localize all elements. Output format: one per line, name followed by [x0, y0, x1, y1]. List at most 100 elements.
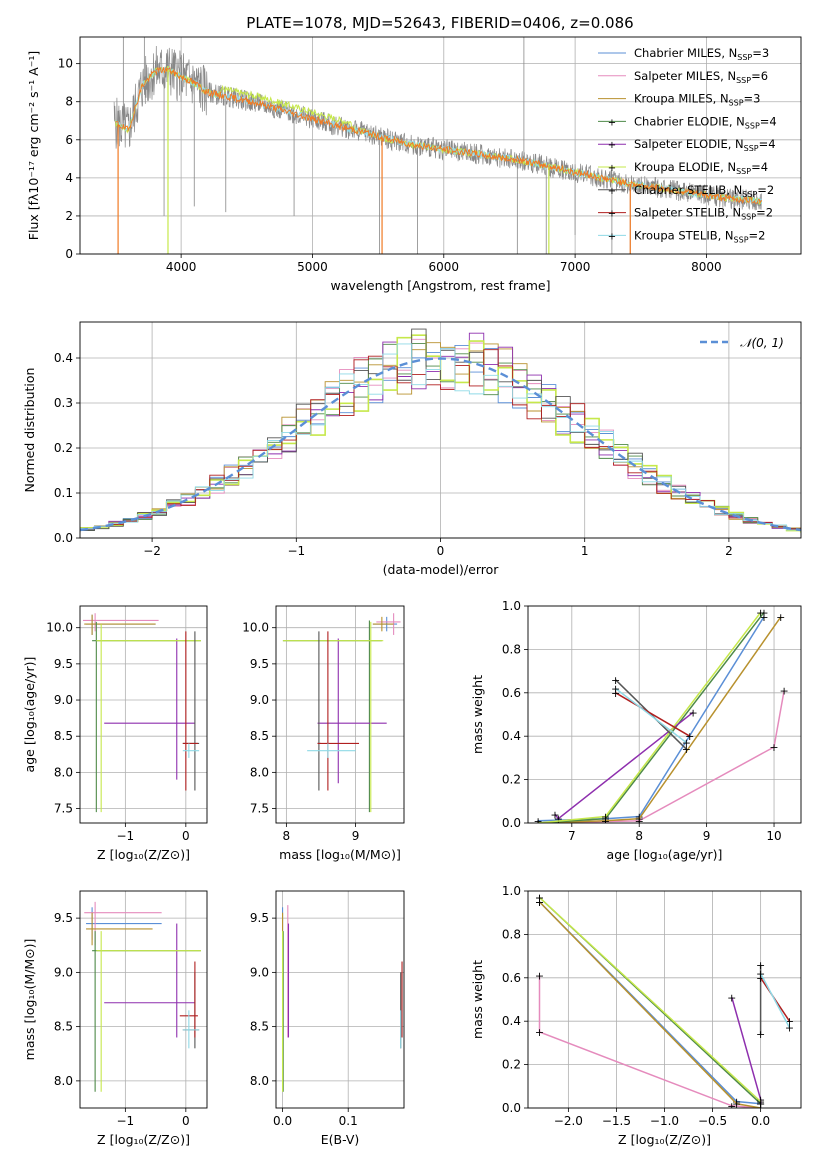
x-axis-label: Z [log₁₀(Z/Z⊙)]	[618, 1132, 711, 1147]
y-tick-label: 9.5	[54, 657, 73, 671]
histogram-series	[80, 349, 801, 533]
y-tick-label: 6	[65, 133, 73, 147]
y-tick-label: 0.4	[502, 729, 521, 743]
weight-marker: +	[534, 817, 543, 830]
plot-area	[84, 901, 201, 1092]
legend-marker: +	[608, 163, 616, 174]
x-tick-label: 5000	[297, 260, 328, 274]
y-axis-label: mass [log₁₀(M/M⊙)]	[22, 939, 37, 1061]
x-tick-label: −1.0	[650, 1114, 679, 1128]
chart-mass-weight-vs-age: + + +++ ++++ + +++ ++++++++++++++7 8 9 10 0.0 0.2 0.…	[470, 599, 802, 862]
x-tick-label: 7000	[560, 260, 591, 274]
weight-marker: +	[759, 611, 768, 624]
y-tick-label: 9.0	[54, 693, 73, 707]
y-axis-label: mass weight	[470, 960, 485, 1039]
weight-marker: +	[534, 815, 543, 828]
weight-line	[731, 997, 762, 1104]
y-tick-label: 10.0	[46, 621, 73, 635]
weight-marker: +	[785, 1015, 794, 1028]
x-tick-label: 9	[352, 829, 360, 843]
legend-label: Kroupa STELIB, NSSP=2	[634, 228, 765, 244]
x-tick-label: 9	[703, 829, 711, 843]
weight-marker: +	[611, 687, 620, 700]
axes-frame	[79, 321, 802, 539]
weight-marker: +	[785, 1022, 794, 1035]
weight-marker: +	[689, 706, 698, 719]
weight-marker: +	[756, 1093, 765, 1106]
y-tick-label: 9.5	[250, 911, 269, 925]
weight-line	[538, 616, 782, 823]
y-tick-label: 0.4	[502, 1014, 521, 1028]
y-tick-label: 9.5	[250, 657, 269, 671]
y-tick-label: 9.0	[54, 965, 73, 979]
y-axis-label: age [log₁₀(age/yr)]	[22, 657, 37, 773]
y-tick-label: 0.6	[502, 971, 521, 985]
weight-marker: +	[635, 810, 644, 823]
weight-marker: +	[601, 810, 610, 823]
x-tick-label: 6000	[429, 260, 460, 274]
weight-marker: +	[756, 959, 765, 972]
x-tick-label: 0.1	[339, 1114, 358, 1128]
weight-marker: +	[780, 685, 789, 698]
legend-label: 𝒩(0, 1)	[740, 336, 784, 350]
weight-marker: +	[601, 813, 610, 826]
legend-label: Kroupa ELODIE, NSSP=4	[634, 160, 768, 176]
x-axis-label: E(B-V)	[321, 1132, 360, 1147]
y-tick-label: 1.0	[502, 599, 521, 613]
weight-line	[538, 612, 762, 823]
chart-age-vs-z: −1 0 7.5 8.0 8.5 9.0 9.5 10.0 Z [log₁₀(Z/Z⊙)] age…	[22, 605, 208, 862]
axes-frame	[79, 890, 208, 1109]
legend-label: Chabrier ELODIE, NSSP=4	[634, 114, 777, 130]
weight-marker: +	[756, 607, 765, 620]
x-tick-label: 4000	[166, 260, 197, 274]
weight-line	[554, 711, 694, 820]
weight-marker: +	[776, 611, 785, 624]
legend: Chabrier MILES, NSSP=3 Salpeter MILES, NS…	[598, 46, 777, 244]
weight-marker: +	[535, 892, 544, 905]
x-tick-label: 8000	[691, 260, 722, 274]
weight-line	[759, 973, 791, 1029]
histogram-series	[80, 343, 801, 533]
x-axis-label: mass [log₁₀(M/M⊙)]	[279, 847, 401, 862]
weight-marker: +	[535, 970, 544, 983]
y-tick-label: 7.5	[250, 802, 269, 816]
legend-label: Salpeter STELIB, NSSP=2	[634, 206, 773, 222]
x-axis-label: wavelength [Angstrom, rest frame]	[330, 278, 550, 293]
y-tick-label: 9.0	[250, 965, 269, 979]
y-tick-label: 8.5	[54, 1020, 73, 1034]
y-tick-label: 0	[65, 247, 73, 261]
legend-label: Kroupa MILES, NSSP=3	[634, 92, 760, 108]
x-tick-label: 7	[568, 829, 576, 843]
y-tick-label: 8.5	[250, 1020, 269, 1034]
y-tick-label: 10.0	[242, 621, 269, 635]
y-tick-label: 4	[65, 171, 73, 185]
y-tick-label: 0.2	[54, 441, 73, 455]
grid	[528, 605, 801, 824]
weight-marker: +	[769, 741, 778, 754]
x-tick-label: 0	[182, 1114, 190, 1128]
figure-title: PLATE=1078, MJD=52643, FIBERID=0406, z=0…	[246, 14, 633, 32]
y-tick-label: 0.6	[502, 686, 521, 700]
y-tick-label: 8.0	[250, 1074, 269, 1088]
y-axis-label: Normed distribution	[22, 368, 37, 493]
y-tick-label: 8.0	[54, 1074, 73, 1088]
y-tick-label: 0.8	[502, 927, 521, 941]
chart-mass-vs-ebv: 0.0 0.1 8.0 8.5 9.0 9.5 E(B-V)	[250, 890, 405, 1147]
weight-marker: +	[635, 813, 644, 826]
x-tick-label: 1	[581, 544, 589, 558]
legend-marker: +	[608, 140, 616, 151]
x-tick-label: −2.0	[554, 1114, 583, 1128]
legend-label: Chabrier STELIB, NSSP=2	[634, 183, 774, 199]
legend-marker: +	[608, 209, 616, 220]
grid	[276, 606, 404, 823]
legend-marker: +	[608, 231, 616, 242]
weight-marker: +	[759, 607, 768, 620]
weight-line	[538, 975, 761, 1108]
axes-frame	[79, 36, 802, 255]
weight-line	[615, 687, 687, 744]
weight-marker: +	[534, 817, 543, 830]
y-tick-label: 2	[65, 209, 73, 223]
x-tick-label: 0	[437, 544, 445, 558]
x-tick-label: 0	[182, 829, 190, 843]
y-tick-label: 0.0	[502, 816, 521, 830]
